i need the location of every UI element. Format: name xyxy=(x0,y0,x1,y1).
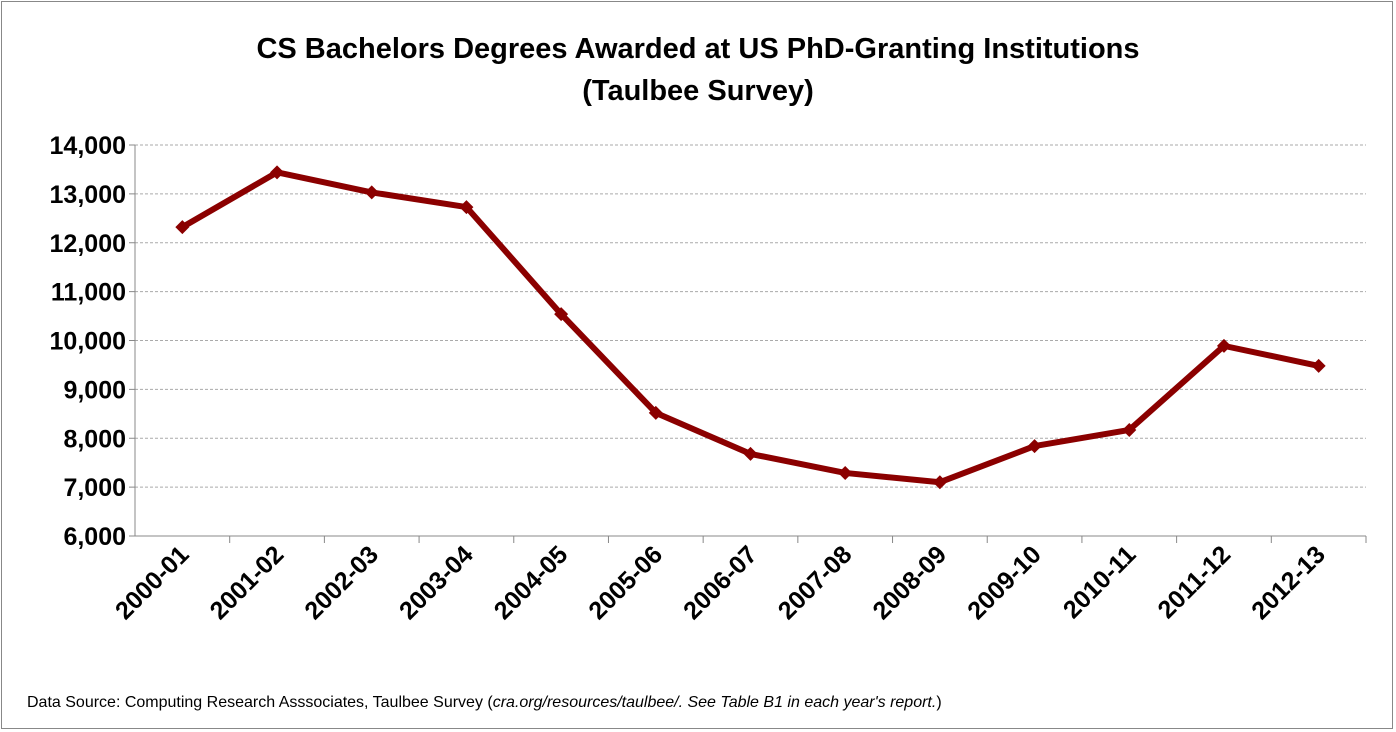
y-tick-label: 14,000 xyxy=(50,132,126,160)
footnote-prefix: Data Source: Computing Research Asssocia… xyxy=(27,694,493,711)
data-point-marker xyxy=(1216,338,1231,353)
y-tick-label: 7,000 xyxy=(63,474,126,502)
x-tick-label: 2010-11 xyxy=(1058,540,1142,624)
x-tick-label: 2000-01 xyxy=(110,540,195,625)
data-point-marker xyxy=(743,446,758,461)
x-tick-label: 2009-10 xyxy=(962,540,1047,625)
x-tick-label: 2001-02 xyxy=(205,540,290,625)
x-tick-label: 2002-03 xyxy=(299,540,384,625)
x-tick-label: 2004-05 xyxy=(489,540,574,625)
x-tick-label: 2007-08 xyxy=(773,540,858,625)
y-tick-label: 8,000 xyxy=(63,425,126,453)
data-point-marker xyxy=(554,307,569,322)
y-tick-label: 10,000 xyxy=(50,328,126,356)
x-tick-label: 2005-06 xyxy=(583,540,668,625)
footnote-italic: cra.org/resources/taulbee/. See Table B1… xyxy=(492,694,937,711)
data-point-marker xyxy=(175,220,190,235)
x-tick-label: 2008-09 xyxy=(867,540,952,625)
data-point-marker xyxy=(932,475,947,490)
data-source-footnote: Data Source: Computing Research Asssocia… xyxy=(27,694,942,712)
x-tick-label: 2003-04 xyxy=(394,540,479,625)
chart-title-line2: (Taulbee Survey) xyxy=(582,75,814,107)
x-tick-label: 2011-12 xyxy=(1153,540,1237,624)
y-tick-label: 6,000 xyxy=(63,523,126,551)
footnote-suffix: ) xyxy=(936,694,942,711)
data-point-marker xyxy=(838,465,853,480)
x-tick-label: 2006-07 xyxy=(678,540,763,625)
x-tick-label: 2012-13 xyxy=(1246,540,1331,625)
data-point-marker xyxy=(270,165,285,180)
series-line xyxy=(180,169,1320,486)
data-point-marker xyxy=(1122,422,1137,437)
chart-title: CS Bachelors Degrees Awarded at US PhD-G… xyxy=(0,28,1396,112)
y-tick-label: 12,000 xyxy=(50,230,126,258)
data-point-marker xyxy=(459,200,474,215)
data-point-marker xyxy=(1311,358,1326,373)
y-tick-label: 13,000 xyxy=(50,181,126,209)
y-tick-label: 9,000 xyxy=(63,376,126,404)
data-point-marker xyxy=(1027,439,1042,454)
data-point-marker xyxy=(648,405,663,420)
y-tick-label: 11,000 xyxy=(51,279,126,307)
chart-title-line1: CS Bachelors Degrees Awarded at US PhD-G… xyxy=(256,33,1140,65)
data-point-marker xyxy=(364,185,379,200)
